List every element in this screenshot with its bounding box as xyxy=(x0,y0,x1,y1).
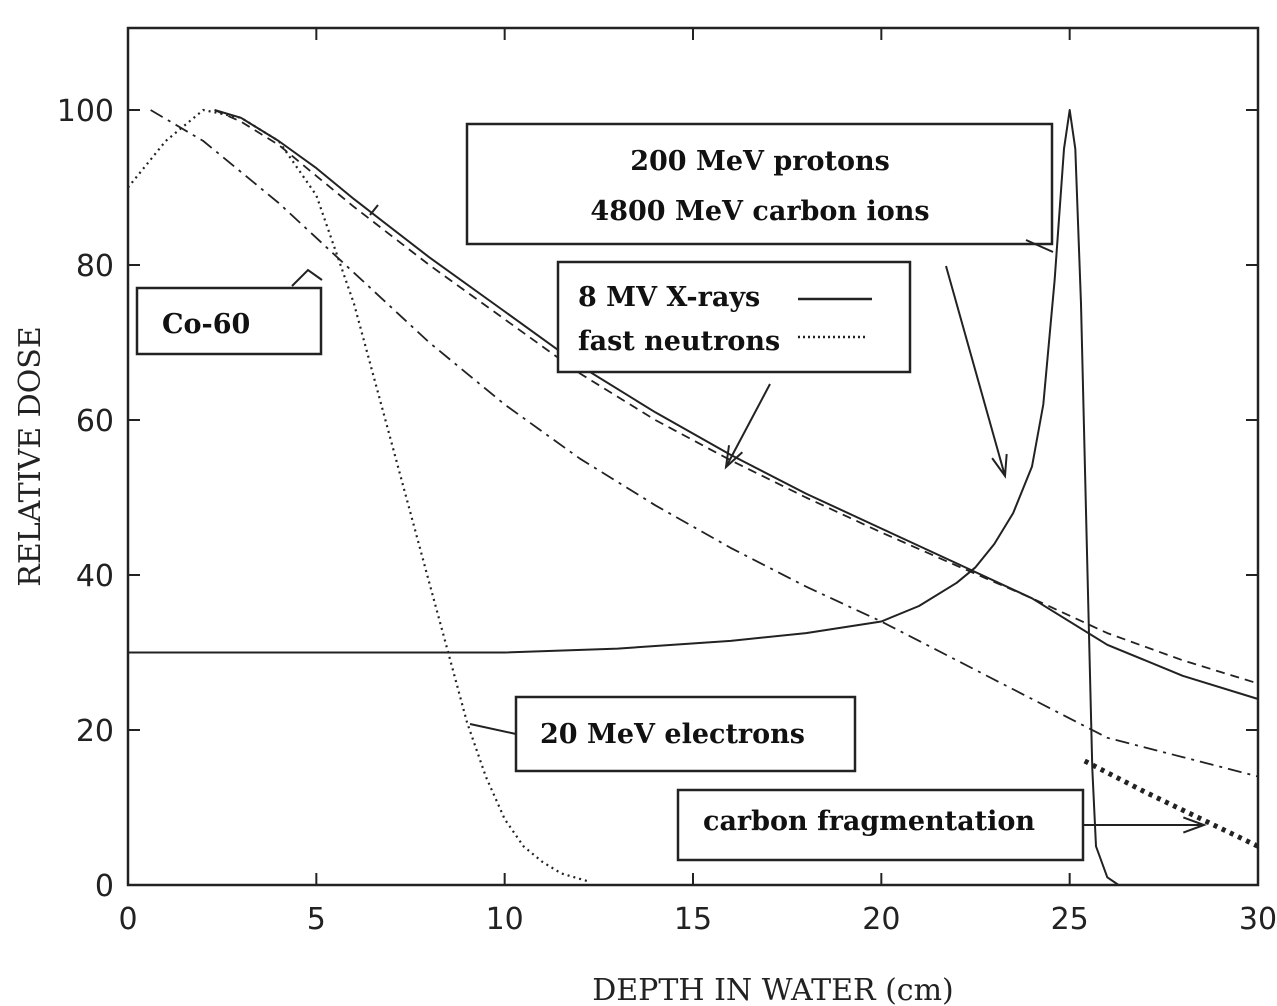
legend-arrow xyxy=(725,383,771,468)
annotations-layer: 200 MeV protons 4800 MeV carbon ions 8 MV … xyxy=(135,122,1207,862)
annotation-box-protons xyxy=(465,122,1054,246)
x-tick-label: 30 xyxy=(1239,902,1277,937)
x-tick-label: 5 xyxy=(307,902,326,937)
legend-box xyxy=(556,260,912,374)
y-tick-label: 60 xyxy=(76,404,114,439)
y-tick-label: 80 xyxy=(76,249,114,284)
x-tick-label: 15 xyxy=(674,902,712,937)
annotation-electrons: 20 MeV electrons xyxy=(540,719,805,750)
legend-arrow-head xyxy=(724,445,744,470)
y-tick-label: 100 xyxy=(57,94,114,129)
protons-leader xyxy=(1025,239,1054,253)
electrons-leader xyxy=(469,723,517,735)
legend-label-xrays: 8 MV X-rays xyxy=(578,282,760,313)
y-axis-title: RELATIVE DOSE xyxy=(13,326,48,587)
series-line-3 xyxy=(127,108,588,883)
x-axis-title: DEPTH IN WATER (cm) xyxy=(592,973,954,1006)
protons-arrow-head xyxy=(991,453,1008,479)
annotation-fragmentation: carbon fragmentation xyxy=(703,806,1035,837)
series-layer xyxy=(127,108,1260,886)
annotation-co60: Co-60 xyxy=(162,309,250,340)
co60-leader xyxy=(291,268,323,287)
annotation-protons-line1: 200 MeV protons xyxy=(630,146,890,177)
series-line-2 xyxy=(150,109,1259,778)
x-tick-label: 25 xyxy=(1051,902,1089,937)
y-tick-label: 0 xyxy=(95,869,114,904)
protons-arrow xyxy=(945,265,1006,477)
y-tick-label: 20 xyxy=(76,714,114,749)
x-tick-label: 10 xyxy=(486,902,524,937)
axes: 0 5 10 15 20 25 30 0 20 40 60 80 100 DEPTH IN WATER (… xyxy=(13,26,1277,1006)
fragmentation-arrow-head xyxy=(1182,816,1207,834)
series-line-4 xyxy=(128,109,1120,886)
y-tick-label: 40 xyxy=(76,559,114,594)
annotation-box-fragmentation xyxy=(676,788,1085,862)
annotation-box-electrons xyxy=(514,695,857,773)
legend-label-neutrons: fast neutrons xyxy=(578,326,780,357)
series-line-5 xyxy=(1083,758,1260,849)
annotation-protons-line2: 4800 MeV carbon ions xyxy=(590,196,929,227)
xrays-tick xyxy=(369,204,379,216)
x-tick-label: 0 xyxy=(118,902,137,937)
series-line-0 xyxy=(214,109,1259,700)
annotation-box-co60 xyxy=(135,286,323,356)
x-tick-label: 20 xyxy=(862,902,900,937)
series-line-1 xyxy=(214,109,1259,685)
